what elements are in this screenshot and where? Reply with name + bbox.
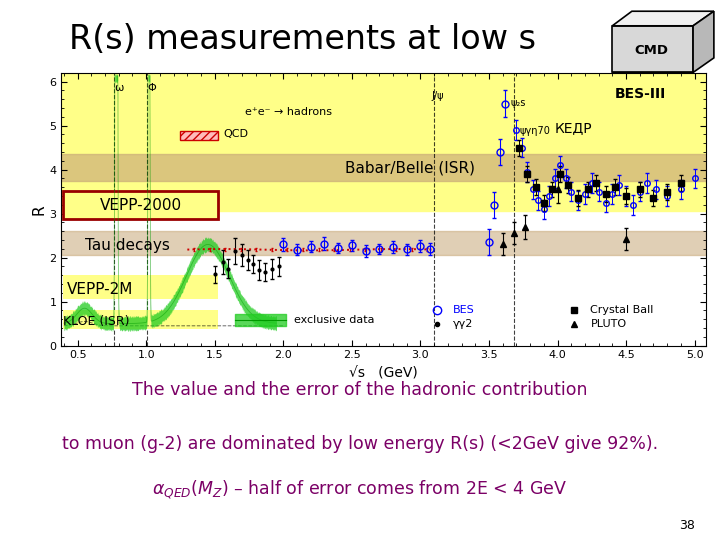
Text: QCD: QCD <box>223 129 248 139</box>
Text: KLOE (ISR): KLOE (ISR) <box>63 315 129 328</box>
Text: Tau decays: Tau decays <box>84 238 169 253</box>
Text: exclusive data: exclusive data <box>294 315 375 325</box>
Text: R(s) measurements at low s: R(s) measurements at low s <box>69 23 536 56</box>
Text: ω: ω <box>114 83 123 93</box>
Text: PLUTO: PLUTO <box>590 320 626 329</box>
Text: e⁺e⁻ → hadrons: e⁺e⁻ → hadrons <box>245 106 332 117</box>
Text: to muon (g-2) are dominated by low energy R(s) (<2GeV give 92%).: to muon (g-2) are dominated by low energ… <box>62 435 658 453</box>
Polygon shape <box>612 26 693 72</box>
Text: Φ: Φ <box>147 83 156 93</box>
Text: ψγη70: ψγη70 <box>519 126 550 136</box>
Text: VEPP-2000: VEPP-2000 <box>99 198 181 213</box>
Text: КЕДР: КЕДР <box>555 121 593 135</box>
Text: The value and the error of the hadronic contribution: The value and the error of the hadronic … <box>132 381 588 400</box>
Polygon shape <box>693 11 714 72</box>
Text: γγ2: γγ2 <box>454 320 474 329</box>
X-axis label: √s   (GeV): √s (GeV) <box>349 366 418 380</box>
Text: ψ₂s: ψ₂s <box>511 98 526 108</box>
Text: J/ψ: J/ψ <box>431 91 444 101</box>
Bar <box>61 154 706 181</box>
Bar <box>61 73 706 212</box>
Polygon shape <box>612 11 714 26</box>
Text: BES: BES <box>454 305 475 314</box>
Bar <box>63 275 217 299</box>
Text: 38: 38 <box>679 519 695 532</box>
Text: VEPP-2M: VEPP-2M <box>67 282 133 297</box>
Text: Crystal Ball: Crystal Ball <box>590 305 654 314</box>
Text: Babar/Belle (ISR): Babar/Belle (ISR) <box>345 160 475 176</box>
Y-axis label: R: R <box>32 204 46 214</box>
Bar <box>63 191 217 219</box>
Bar <box>181 131 217 140</box>
Bar <box>61 231 706 255</box>
Text: $\alpha_{QED}(M_Z)$ – half of error comes from 2E < 4 GeV: $\alpha_{QED}(M_Z)$ – half of error come… <box>153 479 567 502</box>
Polygon shape <box>612 72 693 78</box>
Text: BES-III: BES-III <box>615 87 666 101</box>
Text: CMD: CMD <box>634 44 668 57</box>
Bar <box>63 309 217 329</box>
